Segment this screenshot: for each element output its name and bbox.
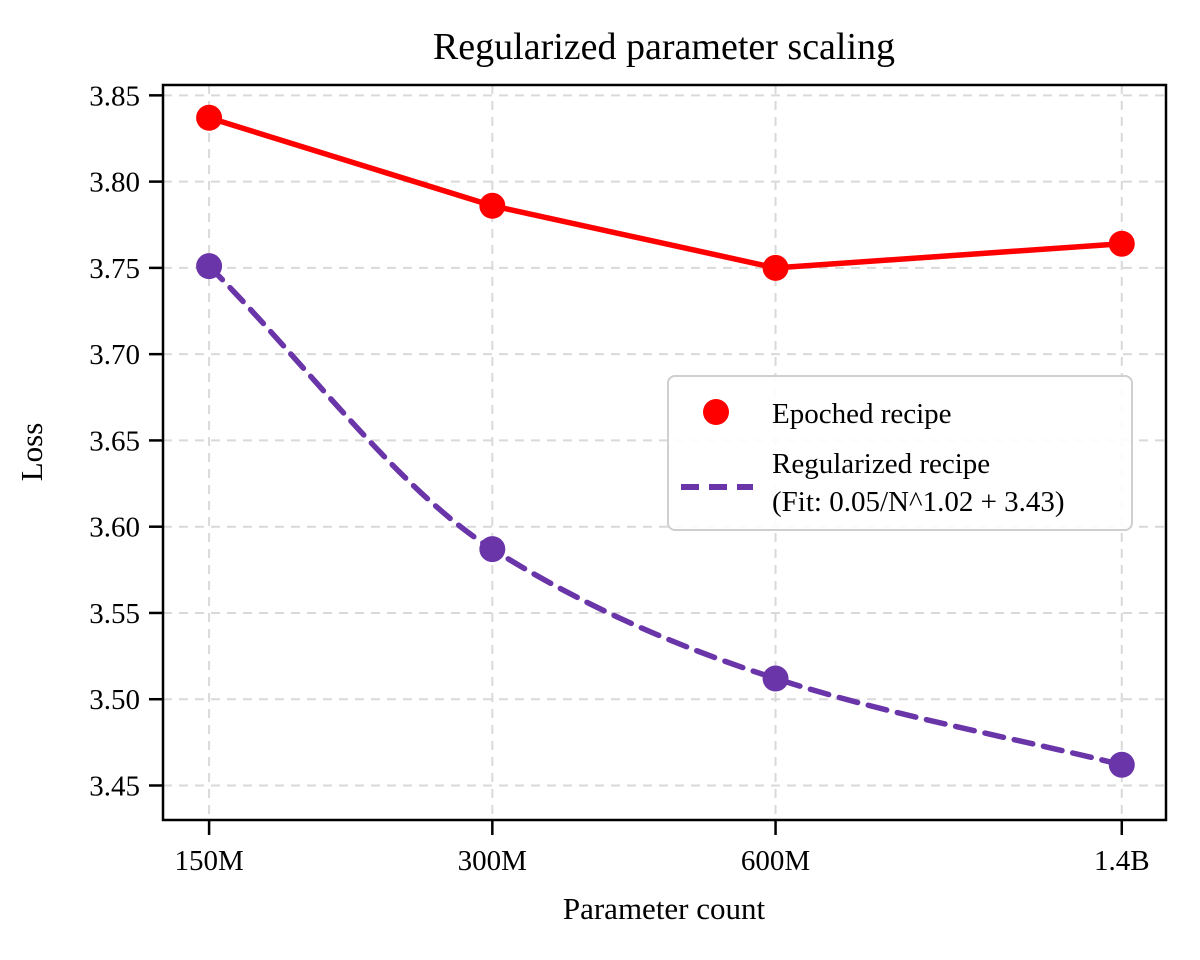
data-point-epoched	[196, 104, 223, 131]
series-line-epoched	[206, 115, 1125, 271]
x-tick-label: 150M	[174, 845, 243, 877]
series-layer	[196, 104, 1135, 778]
legend-marker-epoched-icon	[703, 399, 729, 425]
legend-label-epoched: Epoched recipe	[772, 398, 952, 430]
axes-layer: 3.45 3.50 3.55 3.60 3.65 3.70 3.75 3.80 3.85 150M…	[89, 80, 1149, 877]
legend-box	[667, 375, 1133, 531]
data-point-epoched	[479, 192, 506, 219]
legend-label-regularized: Regularized recipe	[772, 448, 990, 480]
x-tick-label: 300M	[458, 845, 527, 877]
y-tick-label: 3.70	[89, 339, 140, 371]
plot-border	[161, 83, 1168, 822]
data-point-regularized	[479, 536, 506, 563]
y-tick-label: 3.60	[89, 512, 140, 544]
x-tick-label: 600M	[741, 845, 810, 877]
y-axis-label: Loss	[14, 423, 49, 482]
data-point-epoched	[762, 254, 789, 281]
legend: Epoched recipe Regularized recipe (Fit: …	[667, 375, 1133, 531]
x-axis-label: Parameter count	[563, 891, 766, 926]
y-tick-label: 3.80	[89, 167, 140, 199]
grid-layer	[163, 85, 1166, 820]
y-tick-label: 3.75	[89, 253, 140, 285]
x-tick-label: 1.4B	[1094, 845, 1150, 877]
chart-title: Regularized parameter scaling	[433, 26, 895, 68]
legend-label-regularized-fit: (Fit: 0.05/N^1.02 + 3.43)	[772, 486, 1065, 518]
y-tick-label: 3.55	[89, 598, 140, 630]
y-tick-label: 3.45	[89, 770, 140, 802]
y-tick-label: 3.85	[89, 80, 140, 112]
y-tick-label: 3.50	[89, 684, 140, 716]
data-point-regularized	[196, 253, 223, 280]
data-point-regularized	[762, 665, 789, 692]
y-tick-label: 3.65	[89, 425, 140, 457]
data-point-regularized	[1108, 751, 1135, 778]
series-line-regularized	[206, 263, 1125, 768]
data-point-epoched	[1108, 230, 1135, 257]
